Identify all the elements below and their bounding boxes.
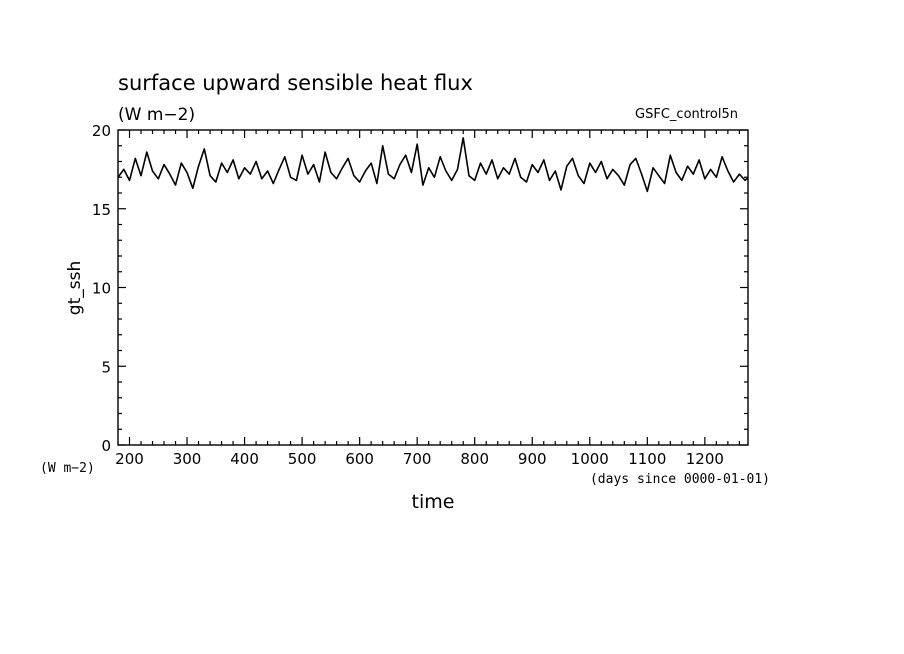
x-tick-label: 1000 bbox=[571, 450, 609, 468]
x-tick-label: 500 bbox=[288, 450, 317, 468]
x-tick-label: 900 bbox=[518, 450, 547, 468]
y-axis-units: (W m−2) bbox=[40, 461, 95, 476]
y-tick-label: 0 bbox=[101, 437, 111, 455]
dataset-label: GSFC_control5n bbox=[635, 107, 738, 122]
x-axis-ticks: 200 300 400 500 600 700 800 900 1000 1100 1200 bbox=[115, 130, 740, 468]
units-label: (W m−2) bbox=[118, 105, 195, 125]
x-tick-label: 1100 bbox=[628, 450, 666, 468]
x-tick-label: 600 bbox=[345, 450, 374, 468]
y-axis-label: gt_ssh bbox=[65, 261, 85, 315]
y-tick-label: 20 bbox=[92, 122, 111, 140]
x-tick-label: 800 bbox=[460, 450, 489, 468]
plot-area: 0 5 10 15 20 200 300 400 500 600 700 800 900 1000 110… bbox=[92, 122, 749, 468]
x-tick-label: 200 bbox=[115, 450, 144, 468]
x-tick-label: 700 bbox=[403, 450, 432, 468]
chart-title: surface upward sensible heat flux bbox=[118, 71, 473, 95]
x-tick-label: 1200 bbox=[686, 450, 724, 468]
x-tick-label: 300 bbox=[173, 450, 202, 468]
x-tick-label: 400 bbox=[230, 450, 259, 468]
y-axis-ticks: 0 5 10 15 20 bbox=[92, 122, 748, 455]
series-line bbox=[117, 137, 749, 193]
x-axis-label: time bbox=[412, 491, 455, 513]
y-tick-label: 15 bbox=[92, 201, 111, 219]
x-axis-units: (days since 0000-01-01) bbox=[590, 472, 770, 487]
y-tick-label: 5 bbox=[101, 358, 111, 376]
y-tick-label: 10 bbox=[92, 280, 111, 298]
